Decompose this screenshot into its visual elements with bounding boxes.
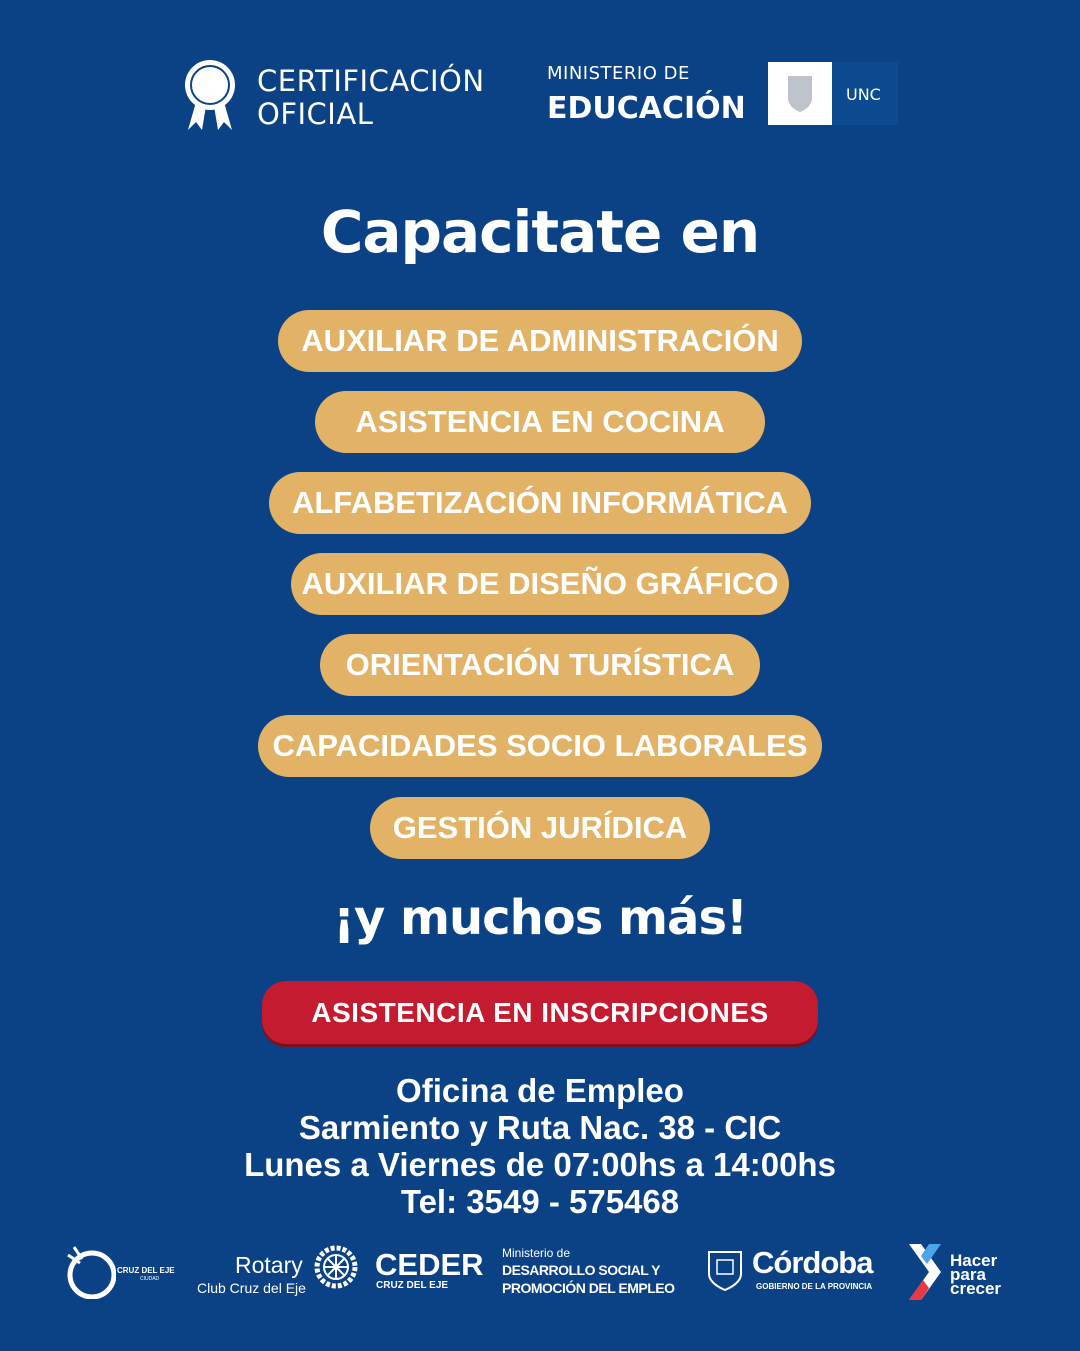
award-ribbon-icon (185, 60, 235, 130)
unc-crest-logo (768, 62, 832, 125)
rotary-wheel-icon (314, 1245, 358, 1289)
hacer-para-crecer-text: Hacer para crecer (950, 1251, 1002, 1298)
office-info: Oficina de Empleo Sarmiento y Ruta Nac. … (244, 1072, 836, 1220)
headline: Capacitate en (320, 198, 760, 266)
certification-title: CERTIFICACIÓN OFICIAL (257, 64, 485, 131)
cruz-del-eje-logo-icon (67, 1246, 116, 1299)
course-pill: GESTIÓN JURÍDICA (370, 797, 710, 859)
course-pill: AUXILIAR DE DISEÑO GRÁFICO (291, 553, 789, 615)
header: CERTIFICACIÓN OFICIAL MINISTERIO DE EDUC… (0, 55, 1080, 135)
cordoba-crest-icon (708, 1251, 742, 1292)
ministry-name: EDUCACIÓN (547, 91, 746, 126)
course-pill: ALFABETIZACIÓN INFORMÁTICA (269, 472, 811, 534)
course-pill: ORIENTACIÓN TURÍSTICA (320, 634, 760, 696)
more-text: ¡y muchos más! (333, 890, 748, 946)
unc-label: UNC (846, 85, 881, 104)
registration-help-banner: ASISTENCIA EN INSCRIPCIONES (262, 981, 818, 1044)
course-pill: AUXILIAR DE ADMINISTRACIÓN (278, 310, 802, 372)
course-pill: CAPACIDADES SOCIO LABORALES (258, 715, 822, 777)
course-pill: ASISTENCIA EN COCINA (315, 391, 765, 453)
hacer-para-crecer-logo-icon (909, 1244, 941, 1300)
ministry-label: MINISTERIO DE (547, 63, 690, 84)
